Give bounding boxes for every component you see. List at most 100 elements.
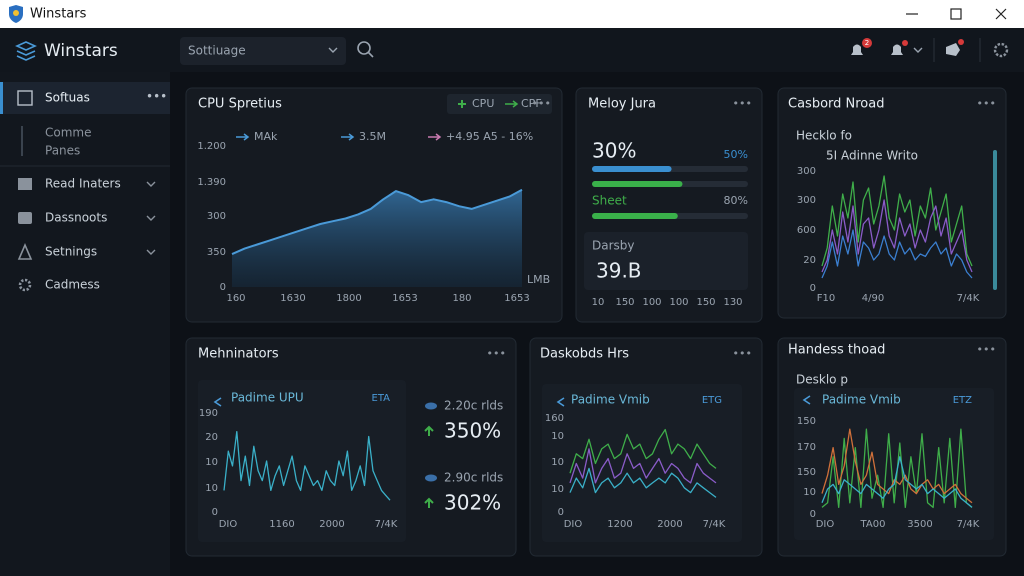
card-tag: ETA [372, 393, 391, 404]
y-tick-label: 1.200 [197, 141, 226, 152]
alerts-icon[interactable] [891, 44, 903, 56]
y-tick-label: 0 [212, 507, 218, 518]
series-title: 5I Adinne Writo [826, 149, 918, 163]
panel-menu[interactable]: ••• [733, 97, 752, 110]
panel-title: Mehninators [198, 347, 279, 362]
inner-card [542, 384, 742, 542]
search-icon-handle [367, 51, 374, 58]
stat-label: 2.20c rlds [444, 399, 503, 413]
bar [592, 181, 683, 187]
y-tick-label: 170 [797, 442, 816, 453]
legend-entry[interactable]: CPF [521, 97, 542, 110]
x-tick-label: 2000 [319, 519, 344, 530]
arrow-icon [505, 100, 519, 108]
search-icon[interactable] [357, 41, 371, 55]
x-tick-label: 1160 [269, 519, 294, 530]
series-line [821, 229, 973, 279]
y-tick-label: 190 [199, 408, 218, 419]
series-label: MAk [254, 130, 278, 143]
stat-value: 350% [444, 419, 501, 443]
darsby-card [584, 232, 748, 290]
big-value: 30% [592, 139, 636, 163]
sidebar-item[interactable]: Softuas [45, 91, 90, 105]
sidebar-item[interactable]: Setnings [45, 245, 97, 259]
panel-menu[interactable]: ••• [977, 343, 996, 356]
sidebar-chevrons [146, 181, 156, 255]
x-tick-label: DIO [816, 519, 835, 530]
x-tick-label: 1800 [336, 293, 361, 304]
x-tick-label: DIO [564, 519, 583, 530]
series-line [821, 456, 973, 508]
series-label: 3.5M [359, 130, 386, 143]
sidebar-item[interactable]: Read Inaters [45, 177, 121, 191]
tool-icon[interactable] [946, 43, 960, 56]
series-line [821, 428, 973, 504]
search-box[interactable] [180, 37, 346, 65]
title-bar [0, 0, 1024, 28]
card-title: Padime UPU [231, 391, 304, 405]
y-tick-label: 20 [803, 255, 816, 266]
series-line [231, 188, 523, 256]
card-title: Padime Vmib [571, 393, 650, 407]
panel-title: Meloy Jura [588, 97, 656, 112]
panel-title: CPU Spretius [198, 97, 282, 112]
up-arrow [424, 425, 434, 436]
x-tick-label: 4/90 [862, 293, 884, 304]
more-menu[interactable]: ••• [146, 90, 167, 104]
y-tick-label: 10 [803, 487, 816, 498]
x-tick-label: 180 [452, 293, 471, 304]
sidebar [0, 72, 170, 576]
stat-icon [425, 474, 437, 482]
panel-menu[interactable]: ••• [532, 97, 551, 110]
legend-icon [458, 100, 466, 108]
y-tick-label: 1.390 [197, 177, 226, 188]
y-tick-label: 300 [797, 166, 816, 177]
x-tick-label: 130 [723, 297, 742, 308]
x-tick-label: 1200 [607, 519, 632, 530]
settings-icon[interactable] [993, 42, 1009, 58]
y-tick-label: 20 [205, 432, 218, 443]
legend-entry[interactable]: CPU [472, 97, 494, 110]
search-text[interactable]: Sottiuage [188, 44, 246, 58]
y-tick-label: 300 [797, 195, 816, 206]
card-value: 39.B [596, 259, 642, 283]
sidebar-subitem: Panes [45, 144, 80, 158]
y-tick-label: 10 [205, 483, 218, 494]
series-line [223, 430, 391, 501]
sidebar-selected[interactable] [0, 82, 170, 114]
sidebar-item[interactable]: Cadmess [45, 278, 100, 292]
maximize-button[interactable] [950, 8, 962, 20]
panel-menu[interactable]: ••• [733, 347, 752, 360]
y-tick-label: 0 [810, 283, 816, 294]
x-tick-label: 160 [226, 293, 245, 304]
inner-card [198, 380, 406, 542]
scrollbar[interactable] [993, 150, 997, 290]
sub-label: Sheet [592, 194, 627, 208]
x-tick-label: 7/4K [703, 519, 726, 530]
panel-menu[interactable]: ••• [977, 97, 996, 110]
x-tick-label: 7/4K [957, 293, 980, 304]
close-button[interactable] [995, 8, 1007, 20]
panel-menu[interactable]: ••• [487, 347, 506, 360]
sidebar-icon [17, 242, 33, 260]
sidebar-item[interactable]: Dassnoots [45, 211, 107, 225]
x-tick-label: 100 [669, 297, 688, 308]
x-tick-label: 1630 [280, 293, 305, 304]
series-line [821, 199, 973, 273]
casbord-panel [777, 87, 1007, 319]
arrow-icon [341, 133, 355, 141]
sub-value: 80% [724, 194, 748, 207]
sidebar-icon [18, 212, 32, 224]
notification-icon[interactable] [851, 44, 863, 56]
arrow-icon [236, 133, 250, 141]
series-line [569, 428, 717, 474]
panel-subtitle: Desklo p [796, 373, 848, 387]
x-tick-label: TA00 [860, 519, 886, 530]
y-tick-label: 160 [545, 413, 564, 424]
x-tick-label: F10 [817, 293, 835, 304]
y-tick-label: 300 [207, 211, 226, 222]
panel-title: Daskobds Hrs [540, 347, 629, 362]
x-tick-label: 10 [592, 297, 605, 308]
